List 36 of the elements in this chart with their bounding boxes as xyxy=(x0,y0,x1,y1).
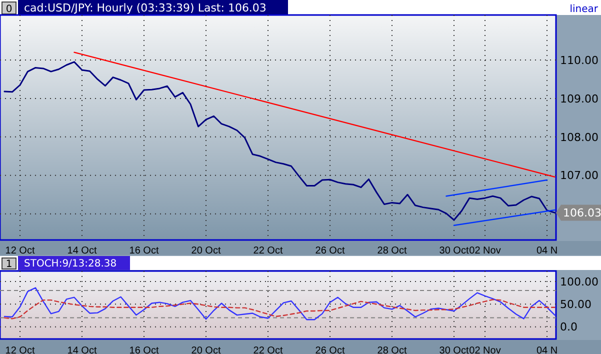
x-tick-label: 26 Oct xyxy=(315,246,345,256)
x-tick-label: 20 Oct xyxy=(191,346,221,354)
x-tick-label: 04 N xyxy=(536,246,558,256)
x-tick-label: 28 Oct xyxy=(377,246,407,256)
text: linear xyxy=(570,4,599,15)
x-tick-label: 22 Oct xyxy=(253,346,283,354)
x-tick-label: 04 N xyxy=(536,346,558,354)
x-tick-label: 26 Oct xyxy=(315,346,345,354)
annotation: 0 xyxy=(6,4,12,15)
text: 106.03 xyxy=(563,206,601,220)
line-series xyxy=(4,287,556,320)
x-tick-label: 30 Oct xyxy=(439,346,469,354)
x-tick-label: 02 Nov xyxy=(469,246,501,256)
x-tick-label: 16 Oct xyxy=(129,246,159,256)
x-tick-label: 30 Oct xyxy=(439,246,469,256)
x-tick-label: 12 Oct xyxy=(5,246,35,256)
text: 1 xyxy=(6,259,12,270)
y-tick-label: 50.00 xyxy=(560,298,592,312)
x-tick-label: 14 Oct xyxy=(67,346,97,354)
x-tick-label: 12 Oct xyxy=(5,346,35,354)
y-tick-label: 0.0 xyxy=(560,320,578,334)
chart-title: cad:USD/JPY: Hourly (03:33:39) Last: 106.03 xyxy=(24,2,266,14)
x-tick-label: 02 Nov xyxy=(469,346,501,354)
y-tick-label: 107.00 xyxy=(560,169,598,182)
y-tick-label: 108.00 xyxy=(560,130,598,144)
line-series xyxy=(4,61,556,221)
x-tick-label: 14 Oct xyxy=(67,246,97,256)
x-tick-label: 16 Oct xyxy=(129,346,159,354)
y-tick-label: 110.00 xyxy=(560,54,598,67)
x-tick-label: 22 Oct xyxy=(253,246,283,256)
line-series xyxy=(4,299,556,320)
x-tick-label: 28 Oct xyxy=(377,346,407,354)
chart-title: STOCH:9/13:28.38 xyxy=(24,258,117,270)
y-tick-label: 109.00 xyxy=(560,92,598,106)
x-tick-label: 20 Oct xyxy=(191,246,221,256)
y-tick-label: 100.00 xyxy=(560,275,598,288)
